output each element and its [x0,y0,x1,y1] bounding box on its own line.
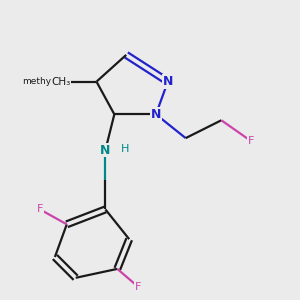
Text: F: F [37,204,43,214]
Text: N: N [151,108,161,121]
Text: H: H [121,143,129,154]
Text: N: N [163,75,173,88]
Text: F: F [248,136,254,146]
Text: methyl: methyl [22,77,53,86]
Text: F: F [135,282,141,292]
Text: N: N [100,143,111,157]
Text: CH₃: CH₃ [51,76,70,87]
